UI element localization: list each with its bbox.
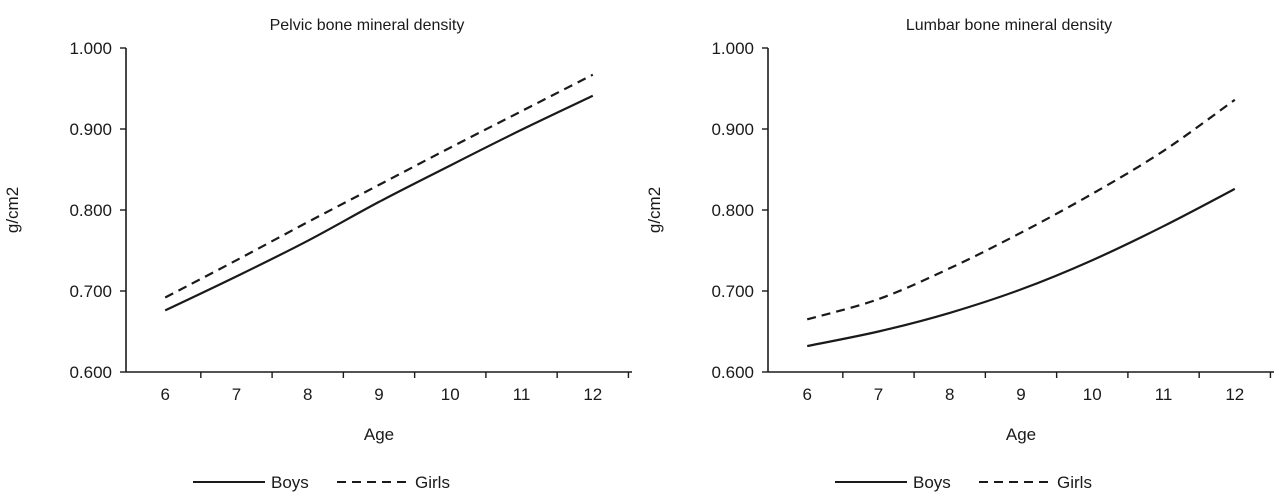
- pelvic-chart-panel: Pelvic bone mineral density 0.600 0.700 0.8…: [0, 0, 642, 497]
- pelvic-y-tick-label: 0.600: [69, 363, 112, 382]
- pelvic-x-tick-label: 10: [441, 385, 460, 404]
- pelvic-chart-title: Pelvic bone mineral density: [270, 17, 465, 34]
- pelvic-y-tick-label: 0.800: [69, 201, 112, 220]
- lumbar-y-tick-label: 0.600: [711, 363, 754, 382]
- pelvic-series-line-girls: [164, 73, 594, 299]
- lumbar-chart-title: Lumbar bone mineral density: [906, 17, 1112, 34]
- lumbar-x-tick-label: 9: [1016, 385, 1025, 404]
- pelvic-y-tick-label: 1.000: [69, 39, 112, 58]
- lumbar-y-tick-label: 0.900: [711, 120, 754, 139]
- pelvic-y-tick-label: 0.900: [69, 120, 112, 139]
- lumbar-y-tick-label: 0.700: [711, 282, 754, 301]
- lumbar-y-tick-label: 1.000: [711, 39, 754, 58]
- lumbar-legend-label-boys: Boys: [913, 473, 951, 492]
- lumbar-x-tick-label: 6: [802, 385, 811, 404]
- lumbar-chart-svg: Lumbar bone mineral density 0.600 0.700 0.8…: [645, 17, 1274, 492]
- pelvic-x-tick-label: 8: [303, 385, 312, 404]
- lumbar-series-line-girls: [806, 98, 1236, 321]
- pelvic-x-tick-label: 11: [513, 385, 531, 404]
- lumbar-chart-panel: Lumbar bone mineral density 0.600 0.700 0.8…: [642, 0, 1285, 497]
- lumbar-y-tick-label: 0.800: [711, 201, 754, 220]
- lumbar-x-tick-label: 11: [1155, 385, 1173, 404]
- pelvic-series-line-boys: [164, 94, 594, 312]
- pelvic-legend-label-girls: Girls: [415, 473, 450, 492]
- pelvic-x-tick-label: 9: [374, 385, 383, 404]
- lumbar-x-tick-label: 12: [1225, 385, 1244, 404]
- pelvic-legend-label-boys: Boys: [271, 473, 309, 492]
- lumbar-y-axis-label: g/cm2: [645, 187, 664, 233]
- lumbar-x-tick-label: 10: [1083, 385, 1102, 404]
- lumbar-x-tick-label: 8: [945, 385, 954, 404]
- pelvic-y-axis-label: g/cm2: [3, 187, 22, 233]
- lumbar-series-line-boys: [806, 187, 1236, 348]
- pelvic-x-tick-label: 12: [583, 385, 602, 404]
- lumbar-x-tick-label: 7: [874, 385, 883, 404]
- lumbar-legend: Boys Girls: [835, 473, 1092, 492]
- pelvic-x-tick-label: 6: [160, 385, 169, 404]
- pelvic-x-tick-label: 7: [232, 385, 241, 404]
- lumbar-x-axis-label: Age: [1006, 425, 1036, 444]
- pelvic-legend: Boys Girls: [193, 473, 450, 492]
- pelvic-x-axis-label: Age: [364, 425, 394, 444]
- pelvic-chart-svg: Pelvic bone mineral density 0.600 0.700 0.8…: [3, 17, 632, 492]
- lumbar-legend-label-girls: Girls: [1057, 473, 1092, 492]
- pelvic-y-tick-label: 0.700: [69, 282, 112, 301]
